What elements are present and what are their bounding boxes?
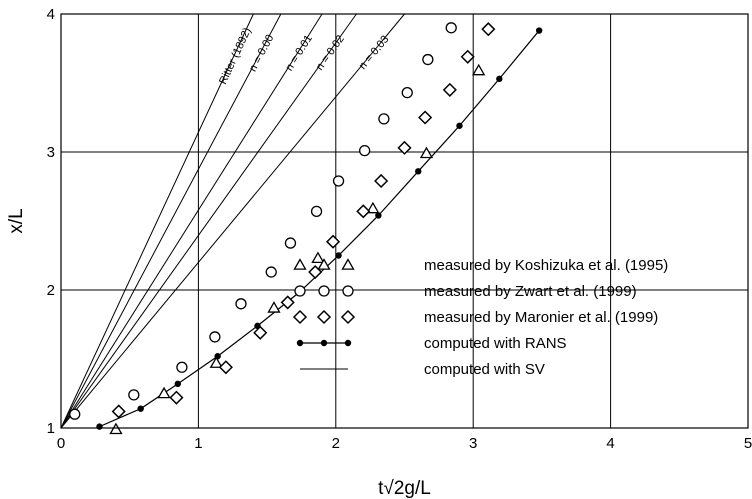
diamond-point — [397, 140, 412, 155]
circle-point — [176, 361, 188, 373]
legend-diamond — [316, 309, 332, 325]
x-tick-label: 1 — [194, 435, 202, 452]
y-axis-title: x/L — [6, 208, 27, 233]
diamond-point — [325, 234, 341, 249]
rans-point — [174, 380, 181, 388]
diamond-point — [280, 295, 295, 310]
legend-dot — [344, 339, 352, 347]
sv-line — [60, 13, 254, 429]
legend-triangle — [341, 258, 355, 270]
triangle-point — [157, 386, 171, 399]
legend-entry: measured by Koshizuka et al. (1995) — [293, 257, 668, 274]
rans-point — [415, 168, 422, 175]
circle-point — [128, 389, 140, 401]
rans-point — [375, 212, 382, 219]
y-tick-label: 1 — [47, 420, 55, 437]
circle-point — [378, 113, 390, 125]
legend-label: measured by Zwart et al. (1999) — [424, 283, 637, 300]
legend-circle — [318, 285, 330, 297]
circle-point — [284, 237, 297, 249]
legend-label: measured by Koshizuka et al. (1995) — [424, 257, 668, 274]
diamond-point — [481, 22, 496, 37]
circle-point — [209, 331, 221, 343]
rans-point — [535, 27, 543, 34]
rans-point — [96, 423, 103, 430]
triangle-point — [267, 301, 281, 313]
rans-point — [335, 252, 342, 259]
x-tick-label: 0 — [57, 435, 65, 452]
x-tick-label: 3 — [469, 435, 477, 452]
x-tick-label: 2 — [332, 435, 340, 452]
y-tick-labels: 1 2 3 4 — [47, 6, 55, 437]
legend-entry: computed with RANS — [296, 335, 567, 352]
x-axis-title: t√2g/L — [378, 478, 431, 499]
diamond-point — [111, 404, 126, 419]
sv-line-label: n = 0.01 — [283, 33, 315, 73]
triangle-point — [366, 201, 380, 214]
legend-diamond — [340, 309, 356, 325]
legend-triangle — [317, 258, 331, 270]
circle-point — [422, 53, 434, 66]
sv-line-labels: Ritter (1892)n = 0.00 n = 0.01n = 0.02 n =… — [217, 26, 391, 87]
circle-point — [332, 175, 345, 187]
y-tick-label: 2 — [47, 282, 55, 299]
measured-markers — [69, 22, 496, 435]
plot-frame — [60, 13, 749, 429]
legend-diamond — [292, 309, 308, 325]
rans-point — [137, 405, 144, 412]
sv-line-label: n = 0.00 — [247, 33, 276, 74]
y-tick-label: 4 — [47, 6, 55, 23]
sv-line — [60, 13, 405, 429]
legend-entry: measured by Zwart et al. (1999) — [294, 283, 637, 300]
legend-circle — [294, 285, 306, 297]
x-tick-label: 4 — [606, 435, 614, 452]
legend-circle — [342, 285, 354, 297]
grid-lines — [61, 14, 748, 428]
diamond-point — [460, 49, 475, 64]
diamond-point — [418, 110, 433, 125]
sv-lines — [60, 13, 405, 429]
sv-line — [60, 13, 282, 429]
legend-entry: computed with SV — [300, 361, 545, 378]
x-tick-labels: 0 1 2 3 4 5 — [57, 435, 752, 452]
sv-line-label: Ritter (1892) — [217, 26, 254, 87]
triangle-point — [419, 146, 434, 159]
diamond-point — [218, 360, 233, 375]
sv-line — [60, 13, 357, 429]
circle-point — [69, 408, 81, 420]
rans-point — [456, 122, 463, 129]
diamond-point — [374, 173, 389, 189]
diamond-point — [356, 204, 371, 219]
triangle-point — [472, 63, 486, 76]
legend: measured by Koshizuka et al. (1995) measu… — [292, 257, 668, 378]
y-tick-label: 3 — [47, 144, 55, 161]
circle-point — [265, 266, 277, 278]
legend-label: computed with SV — [424, 361, 545, 378]
circle-point — [445, 22, 457, 34]
circle-point — [235, 298, 247, 310]
legend-label: computed with RANS — [424, 335, 567, 352]
legend-dot — [320, 339, 328, 347]
legend-label: measured by Maronier et al. (1999) — [424, 309, 658, 326]
circle-point — [310, 205, 323, 217]
circle-point — [359, 144, 371, 157]
x-tick-label: 5 — [744, 435, 752, 452]
legend-dot — [296, 339, 304, 347]
triangle-point — [311, 251, 325, 264]
circle-point — [401, 87, 413, 99]
sv-line-label: n = 0.02 — [314, 33, 347, 73]
sv-line-label: n = 0.03 — [357, 33, 392, 72]
diamond-point — [253, 325, 268, 340]
legend-entry: measured by Maronier et al. (1999) — [292, 309, 658, 326]
triangle-point — [209, 356, 223, 368]
diamond-point — [442, 82, 457, 97]
rans-point — [496, 75, 503, 83]
sv-line — [60, 13, 323, 429]
legend-triangle — [293, 258, 307, 270]
triangle-point — [109, 422, 123, 435]
diamond-point — [169, 390, 184, 405]
